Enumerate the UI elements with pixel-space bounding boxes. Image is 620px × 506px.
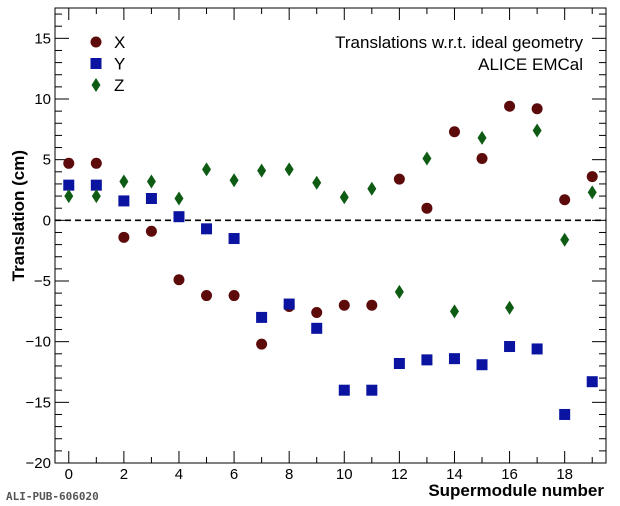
data-point-z	[312, 175, 322, 190]
y-tick-label: −5	[34, 273, 51, 290]
data-point-x	[504, 100, 516, 112]
data-point-y	[421, 354, 433, 366]
data-point-x	[476, 152, 488, 164]
x-tick-label: 2	[120, 466, 128, 483]
data-point-x	[90, 157, 102, 169]
x-tick-label: 14	[446, 466, 463, 483]
data-point-x	[311, 307, 323, 319]
data-point-z	[119, 174, 129, 189]
axis-ticks-layer: 0 2 4 6 8 10 12 14 16 18 −20 −15 −10 −5 0 5 10 15	[26, 8, 606, 483]
data-point-y	[283, 298, 295, 310]
legend-label-z: Z	[114, 76, 124, 95]
data-point-x	[173, 274, 185, 286]
data-point-x	[256, 338, 268, 350]
data-point-x	[421, 202, 433, 214]
data-point-z	[367, 181, 377, 196]
data-point-y	[476, 359, 488, 371]
data-point-x	[393, 173, 405, 185]
publication-id: ALI-PUB-606020	[6, 490, 99, 503]
data-point-z	[532, 123, 542, 138]
data-point-y	[228, 233, 240, 245]
y-axis-title: Translation (cm)	[9, 150, 28, 281]
data-point-y	[311, 322, 323, 334]
data-point-y	[256, 311, 268, 323]
data-point-z	[64, 189, 74, 204]
data-point-z	[229, 173, 239, 188]
data-point-y	[63, 179, 75, 191]
data-point-y	[559, 408, 571, 420]
y-tick-label: 10	[34, 91, 51, 108]
data-point-z	[477, 130, 487, 145]
data-point-y	[118, 195, 130, 207]
legend-marker-x	[90, 36, 102, 48]
data-point-z	[146, 174, 156, 189]
data-point-z	[339, 190, 349, 205]
data-point-x	[228, 290, 240, 302]
x-tick-label: 0	[65, 466, 73, 483]
data-point-x	[586, 171, 598, 183]
data-point-z	[91, 189, 101, 204]
x-tick-label: 16	[501, 466, 518, 483]
data-point-z	[560, 232, 570, 247]
data-point-z	[202, 162, 212, 177]
data-point-z	[284, 162, 294, 177]
y-tick-label: 5	[43, 152, 51, 169]
data-marks-layer	[63, 100, 598, 420]
data-point-y	[173, 211, 185, 223]
legend-label-x: X	[114, 33, 125, 52]
legend-label-y: Y	[114, 55, 125, 74]
data-point-x	[338, 299, 350, 311]
data-point-y	[586, 376, 598, 388]
data-point-z	[422, 151, 432, 166]
x-tick-label: 12	[391, 466, 408, 483]
y-tick-label: 0	[43, 212, 51, 229]
data-point-x	[145, 225, 157, 237]
data-point-y	[448, 353, 460, 365]
data-point-x	[366, 299, 378, 311]
annotation-title: Translations w.r.t. ideal geometry	[335, 33, 583, 52]
x-tick-label: 18	[556, 466, 573, 483]
data-point-y	[201, 223, 213, 235]
legend: XYZ	[90, 33, 125, 95]
plot-frame-layer	[54, 7, 607, 464]
data-point-y	[366, 384, 378, 396]
data-point-z	[587, 185, 597, 200]
legend-marker-z	[91, 78, 101, 92]
data-point-y	[531, 343, 543, 355]
y-tick-label: −15	[26, 394, 51, 411]
x-tick-label: 4	[175, 466, 183, 483]
data-point-y	[393, 358, 405, 370]
data-point-x	[559, 194, 571, 206]
legend-marker-y	[90, 58, 102, 69]
data-point-z	[257, 163, 267, 178]
data-point-x	[531, 103, 543, 115]
data-point-x	[63, 157, 75, 169]
y-tick-label: −20	[26, 455, 51, 472]
x-axis-title: Supermodule number	[428, 481, 604, 500]
data-point-x	[448, 126, 460, 138]
x-tick-label: 6	[230, 466, 238, 483]
data-point-x	[118, 231, 130, 243]
data-point-x	[201, 290, 213, 302]
data-point-y	[338, 384, 350, 396]
annotation-experiment: ALICE EMCal	[478, 55, 583, 74]
x-tick-label: 10	[336, 466, 353, 483]
data-point-z	[505, 300, 515, 315]
y-tick-label: 15	[34, 30, 51, 47]
data-point-y	[504, 341, 516, 353]
y-tick-label: −10	[26, 334, 51, 351]
data-point-y	[145, 192, 157, 204]
x-tick-label: 8	[285, 466, 293, 483]
data-point-z	[174, 191, 184, 206]
data-point-z	[394, 284, 404, 299]
data-point-z	[449, 304, 459, 319]
plot-frame	[54, 7, 607, 464]
data-point-y	[90, 179, 102, 191]
